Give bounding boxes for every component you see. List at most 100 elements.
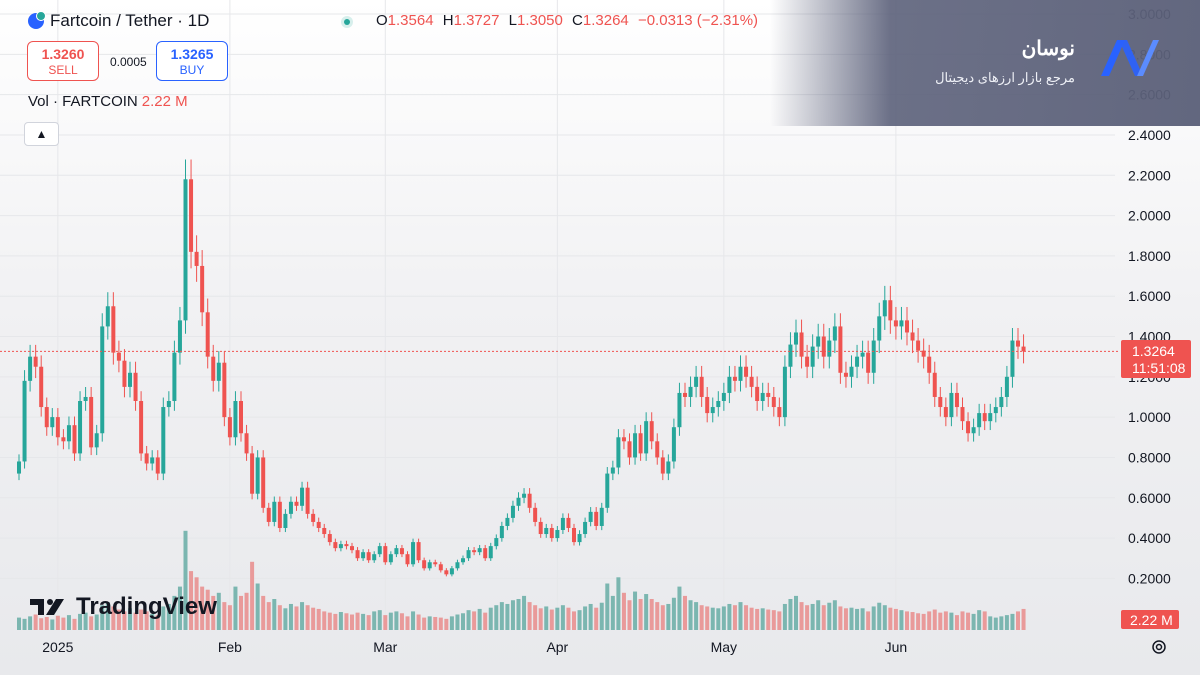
candle-body [843,372,848,377]
candle-body [666,461,671,474]
volume-bar [394,611,399,630]
volume-value: 2.22 M [141,93,188,110]
candle-body [572,527,576,543]
candle-body [677,392,682,428]
candle-body [139,401,144,454]
candle-body [33,356,38,367]
volume-bar [344,613,349,630]
volume-bar [555,607,560,630]
volume-bar [660,605,665,630]
volume-bar [194,577,199,630]
candle-body [905,320,909,333]
tradingview-logo[interactable]: TradingView [30,593,217,621]
volume-bar [55,615,60,630]
volume-bar [150,613,155,630]
volume-bar [849,607,854,630]
volume-bar [627,600,632,630]
volume-bar [94,614,99,630]
candle-body [355,550,360,559]
candle-body [660,457,665,474]
volume-bar [444,618,449,630]
volume-bar [72,618,77,630]
volume-bar [17,617,21,630]
sell-button[interactable]: 1.3260 SELL [27,41,99,81]
price-tick-label: 1.6000 [1128,288,1171,304]
volume-bar [544,606,549,630]
volume-bar [599,602,604,630]
low-value: 1.3050 [516,12,563,29]
candle-body [943,407,948,418]
volume-bar [921,613,926,630]
volume-bar [216,592,221,630]
volume-bar [549,609,554,630]
candle-body [977,413,982,428]
candle-body [705,396,710,414]
candle-body [621,437,626,442]
candle-body [144,453,149,464]
volume-bar [250,561,255,630]
candle-body [122,360,127,387]
volume-bar [311,607,316,630]
volume-bar [721,606,726,630]
candle-body [55,417,60,438]
candle-body [305,487,310,514]
volume-bar [227,605,232,630]
volume-bar [294,606,299,630]
collapse-button[interactable]: ▲ [24,122,59,146]
brand-logo-icon [1101,40,1159,76]
volume-bar [483,612,488,630]
candle-body [644,421,649,454]
countdown-label: 11:51:08 [1132,360,1186,376]
volume-bar [61,617,66,630]
candle-body [483,548,488,559]
candle-body [50,417,55,428]
candle-body [372,554,377,561]
volume-bar [50,619,55,630]
candle-body [39,366,44,408]
volume-bar [732,605,737,630]
volume-bar [705,606,710,630]
candle-body [338,544,343,549]
candle-body [94,433,99,448]
candle-body [899,320,904,327]
volume-bar [927,611,932,630]
open-label: O [376,12,388,29]
symbol-header[interactable]: Fartcoin / Tether · 1D [28,11,209,31]
price-tick-label: 2.4000 [1128,127,1171,143]
volume-bar [133,612,138,630]
candle-body [28,356,33,381]
candle-body [427,562,432,569]
candle-body [200,265,205,313]
candle-body [311,513,316,522]
candle-body [627,441,632,458]
candle-body [616,437,621,468]
volume-bar [988,616,993,630]
volume-bar [494,605,499,630]
volume-legend[interactable]: Vol · FARTCOIN 2.22 M [28,93,188,110]
volume-bar [200,586,205,630]
candle-body [688,386,693,397]
volume-bar [516,599,521,630]
volume-bar [993,617,998,630]
candle-body [927,356,932,373]
volume-label: Vol · FARTCOIN [28,93,138,110]
volume-bar [139,609,144,630]
candle-body [333,542,338,549]
candle-body [155,457,160,474]
volume-bar [588,603,593,630]
candle-body [272,501,277,522]
time-tick-label: 2025 [42,639,73,655]
volume-bar [716,608,721,630]
volume-bar [66,615,71,630]
volume-bar [788,599,793,630]
last-price-tag: 1.3264 11:51:08 [1121,340,1191,378]
volume-bar [233,586,238,630]
volume-bar [499,602,504,630]
gear-icon[interactable] [1150,638,1168,656]
volume-bar [710,607,715,630]
volume-bar [283,608,288,630]
price-tick-label: 0.2000 [1128,570,1171,586]
buy-button[interactable]: 1.3265 BUY [156,41,228,81]
candle-body [466,550,471,559]
